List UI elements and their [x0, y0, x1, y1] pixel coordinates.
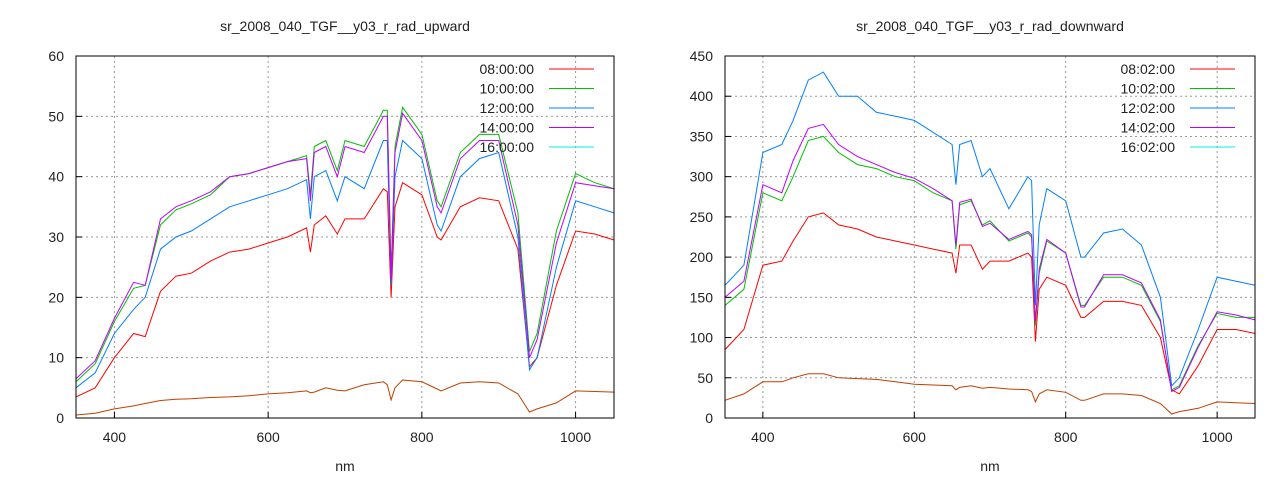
legend-label: 16:00:00 — [480, 139, 535, 155]
series-line-160200 — [724, 373, 1256, 415]
y-tick-label: 350 — [690, 128, 714, 144]
x-tick-label: 600 — [256, 429, 280, 445]
legend-label: 12:00:00 — [480, 100, 535, 116]
x-tick-label: 800 — [410, 429, 434, 445]
chart-title: sr_2008_040_TGF__y03_r_rad_downward — [856, 18, 1124, 34]
legend-label: 08:02:00 — [1121, 61, 1176, 77]
chart-title: sr_2008_040_TGF__y03_r_rad_upward — [220, 18, 470, 34]
y-tick-label: 100 — [690, 330, 714, 346]
series-line-080200 — [724, 212, 1256, 395]
series-line-140000 — [75, 112, 615, 380]
x-tick-label: 800 — [1054, 429, 1078, 445]
series-line-160000 — [75, 379, 615, 416]
y-tick-label: 40 — [48, 169, 64, 185]
legend-label: 10:00:00 — [480, 81, 535, 97]
plot-frame — [75, 55, 615, 419]
y-tick-label: 250 — [690, 209, 714, 225]
series-line-140200 — [724, 123, 1256, 393]
legend-label: 08:00:00 — [480, 61, 535, 77]
legend-label: 10:02:00 — [1121, 81, 1176, 97]
x-axis-label: nm — [980, 458, 999, 474]
series-line-100200 — [724, 135, 1255, 391]
x-tick-label: 400 — [751, 429, 775, 445]
legend-label: 12:02:00 — [1121, 100, 1176, 116]
y-tick-label: 0 — [705, 410, 713, 426]
y-tick-label: 400 — [690, 88, 714, 104]
y-tick-label: 50 — [48, 108, 64, 124]
chart-upward: 400 600 800 1000 0 10 20 30 40 50 60 08:00:00 10:00:… — [48, 18, 615, 474]
legend-label: 16:02:00 — [1121, 139, 1176, 155]
y-tick-label: 30 — [48, 229, 64, 245]
legend-label: 14:00:00 — [480, 120, 535, 136]
y-tick-label: 60 — [48, 48, 64, 64]
y-tick-label: 200 — [690, 249, 714, 265]
y-tick-label: 150 — [690, 289, 714, 305]
x-tick-label: 400 — [103, 429, 127, 445]
series-line-080000 — [75, 181, 615, 398]
series-line-100000 — [75, 106, 615, 383]
plot-frame — [724, 55, 1256, 419]
y-tick-label: 10 — [48, 350, 64, 366]
x-axis-label: nm — [335, 458, 354, 474]
series-line-120200 — [724, 71, 1256, 387]
series-line-120000 — [75, 139, 615, 389]
y-tick-label: 300 — [690, 169, 714, 185]
chart-downward: 400 600 800 1000 0 50 100 150 200 250 300 350 400 450… — [690, 18, 1256, 474]
x-tick-label: 1000 — [1202, 429, 1233, 445]
y-tick-label: 20 — [48, 289, 64, 305]
x-tick-label: 1000 — [560, 429, 591, 445]
y-tick-label: 50 — [697, 370, 713, 386]
x-tick-label: 600 — [903, 429, 927, 445]
legend-label: 14:02:00 — [1121, 120, 1176, 136]
y-tick-label: 450 — [690, 48, 714, 64]
y-tick-label: 0 — [56, 410, 64, 426]
